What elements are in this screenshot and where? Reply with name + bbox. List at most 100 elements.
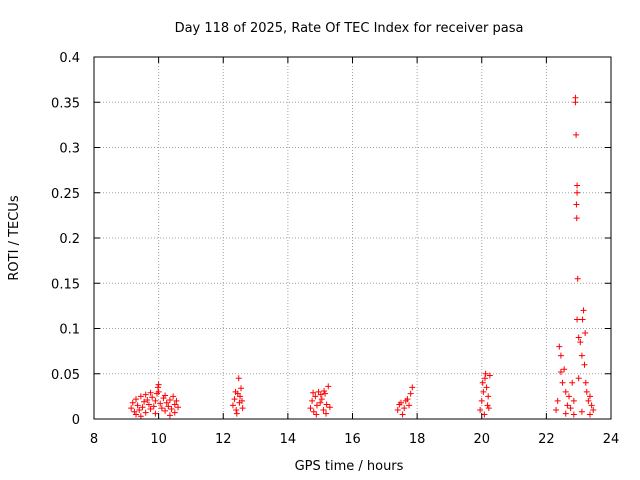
data-point <box>162 407 169 414</box>
data-point <box>139 404 146 411</box>
data-point <box>485 393 492 400</box>
data-point <box>586 393 593 400</box>
x-tick-label: 22 <box>538 432 555 447</box>
data-point <box>142 409 149 416</box>
data-point <box>165 403 172 410</box>
data-point <box>166 412 173 419</box>
data-point <box>553 406 560 413</box>
data-point <box>407 390 414 397</box>
data-point <box>326 404 333 411</box>
data-point <box>573 215 580 222</box>
data-point <box>557 352 564 359</box>
data-point <box>134 402 141 409</box>
data-point <box>482 370 489 377</box>
x-tick-label: 10 <box>150 432 167 447</box>
data-point <box>322 390 329 397</box>
data-point <box>313 402 320 409</box>
chart-title: Day 118 of 2025, Rate Of TEC Index for r… <box>175 21 524 36</box>
data-point <box>570 397 577 404</box>
data-point <box>574 275 581 282</box>
data-point <box>578 408 585 415</box>
x-tick-label: 8 <box>90 432 98 447</box>
data-point <box>585 397 592 404</box>
data-point <box>137 393 144 400</box>
data-point <box>480 388 487 395</box>
data-point <box>171 409 178 416</box>
y-tick-label: 0.25 <box>51 187 80 202</box>
data-point <box>173 397 180 404</box>
data-point <box>557 368 564 375</box>
data-point <box>323 401 330 408</box>
data-point <box>313 411 320 418</box>
data-point <box>579 316 586 323</box>
data-point <box>233 406 240 413</box>
data-point <box>586 411 593 418</box>
y-axis-label: ROTI / TECUs <box>7 195 22 280</box>
data-point <box>238 385 245 392</box>
data-point <box>317 399 324 406</box>
data-point <box>565 393 572 400</box>
x-tick-label: 14 <box>280 432 297 447</box>
data-point <box>317 391 324 398</box>
data-point <box>406 402 413 409</box>
data-point <box>401 405 408 412</box>
data-point <box>310 389 317 396</box>
data-point <box>310 408 317 415</box>
data-point <box>166 396 173 403</box>
x-tick-label: 20 <box>473 432 490 447</box>
y-tick-label: 0.1 <box>59 323 80 338</box>
data-point <box>554 397 561 404</box>
data-point <box>573 131 580 138</box>
y-tick-label: 0.15 <box>51 277 80 292</box>
data-point <box>129 399 136 406</box>
data-point <box>136 406 143 413</box>
data-point <box>155 388 162 395</box>
data-point <box>325 383 332 390</box>
data-point <box>171 401 178 408</box>
data-point <box>562 410 569 417</box>
y-tick-label: 0.3 <box>59 142 80 157</box>
data-point <box>155 381 162 388</box>
data-point <box>572 99 579 106</box>
data-point <box>569 379 576 386</box>
data-point <box>578 352 585 359</box>
data-point <box>402 397 409 404</box>
y-tick-label: 0 <box>72 413 80 428</box>
data-point <box>133 411 140 418</box>
data-point <box>477 406 484 413</box>
data-point <box>556 343 563 350</box>
data-point <box>149 394 156 401</box>
data-point <box>320 406 327 413</box>
data-point <box>481 411 488 418</box>
data-point <box>581 361 588 368</box>
data-point <box>238 397 245 404</box>
data-point <box>485 405 492 412</box>
data-points <box>128 94 597 420</box>
data-point <box>145 401 152 408</box>
data-point <box>163 399 170 406</box>
data-point <box>575 375 582 382</box>
data-point <box>170 393 177 400</box>
x-axis-label: GPS time / hours <box>295 459 404 474</box>
data-point <box>575 334 582 341</box>
data-point <box>150 403 157 410</box>
data-point <box>399 411 406 418</box>
data-point <box>144 396 151 403</box>
y-tick-label: 0.05 <box>51 368 80 383</box>
data-point <box>239 405 246 412</box>
data-point <box>486 372 493 379</box>
data-point <box>128 405 135 412</box>
data-point <box>481 375 488 382</box>
grid-lines <box>94 57 611 419</box>
data-point <box>574 316 581 323</box>
data-point <box>582 379 589 386</box>
data-point <box>168 406 175 413</box>
data-point <box>231 396 238 403</box>
data-point <box>237 393 244 400</box>
data-point <box>321 387 328 394</box>
data-point <box>574 189 581 196</box>
data-point <box>479 379 486 386</box>
axis-ticks: 8 10 12 14 16 18 20 22 24 0 0.05 0.1 0.15 0.2 0.25 0.3 0… <box>51 51 619 447</box>
data-point <box>574 182 581 189</box>
